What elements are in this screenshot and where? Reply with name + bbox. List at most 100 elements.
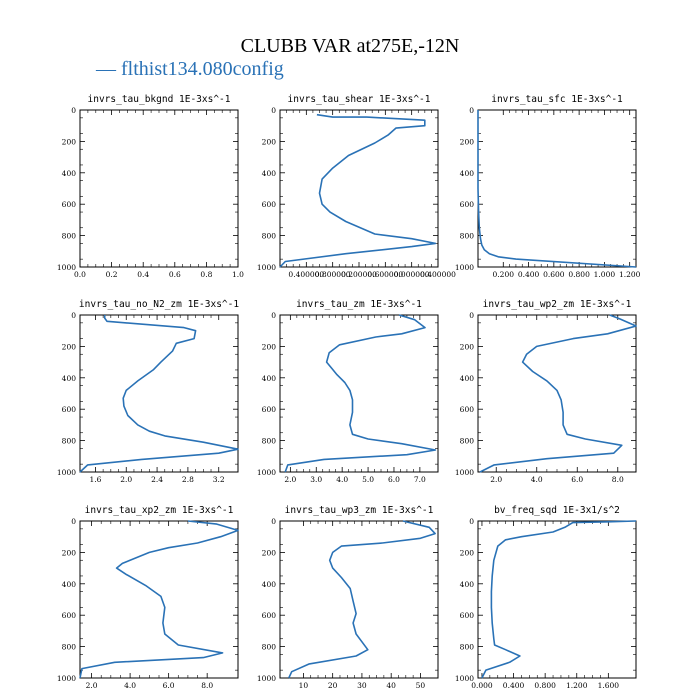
x-tick-label: 0.600000: [367, 270, 403, 279]
y-tick-label: 800: [62, 643, 77, 652]
x-tick-label: 0.000: [471, 681, 493, 690]
y-tick-label: 800: [262, 643, 277, 652]
y-tick-label: 200: [62, 342, 77, 351]
series-line: [479, 314, 637, 473]
plot-frame: [477, 109, 637, 268]
x-tick-label: 1.0: [232, 270, 244, 279]
subplot-8: invrs_tau_wp3_zm 1E-3xs^-1 0 200 400 600 800 1…: [257, 505, 439, 690]
x-tick-label: 1.600: [598, 681, 620, 690]
x-tick-label: 0.4: [137, 270, 149, 279]
x-tick-label: 0.6: [169, 270, 181, 279]
x-tick-label: 2.0: [284, 475, 296, 484]
y-tick-label: 600: [460, 200, 475, 209]
x-tick-label: 0.400000: [288, 270, 324, 279]
y-tick-label: 600: [262, 405, 277, 414]
subplot-1: invrs_tau_bkgnd 1E-3xs^-1 0 200 400 600 800 10…: [57, 94, 244, 279]
legend-line-marker: —: [96, 58, 116, 80]
y-tick-label: 200: [262, 548, 277, 557]
x-tick-label: 40: [386, 681, 396, 690]
y-tick-label: 0: [71, 311, 76, 320]
x-tick-label: 0.400000: [420, 270, 456, 279]
y-tick-label: 800: [460, 232, 475, 241]
y-tick-label: 0: [271, 517, 276, 526]
x-tick-label: 20: [328, 681, 338, 690]
subplot-title: invrs_tau_wp3_zm 1E-3xs^-1: [285, 505, 434, 516]
y-tick-label: 600: [62, 405, 77, 414]
y-tick-label: 400: [460, 169, 475, 178]
x-tick-label: 7.0: [414, 475, 426, 484]
y-tick-label: 200: [62, 137, 77, 146]
subplot-5: invrs_tau_zm 1E-3xs^-1 0 200 400 600 800 1000 2…: [257, 299, 439, 484]
y-tick-label: 600: [262, 200, 277, 209]
y-tick-label: 400: [62, 374, 77, 383]
x-tick-label: 8.0: [201, 681, 213, 690]
x-tick-label: 0.800: [534, 681, 556, 690]
y-tick-label: 400: [62, 580, 77, 589]
y-tick-label: 1000: [257, 468, 276, 477]
subplot-title: invrs_tau_zm 1E-3xs^-1: [296, 299, 422, 310]
x-tick-label: 3.0: [310, 475, 322, 484]
subplot-title: invrs_tau_xp2_zm 1E-3xs^-1: [85, 505, 234, 516]
y-tick-label: 800: [460, 437, 475, 446]
series-line: [79, 315, 239, 473]
y-tick-label: 0: [469, 106, 474, 115]
subplot-title: invrs_tau_wp2_zm 1E-3xs^-1: [483, 299, 632, 310]
y-tick-label: 600: [62, 611, 77, 620]
x-tick-label: 2.8: [182, 475, 194, 484]
y-tick-label: 400: [262, 374, 277, 383]
plot-frame: [279, 314, 439, 473]
subplot-title: invrs_tau_no_N2_zm 1E-3xs^-1: [79, 299, 239, 310]
y-tick-label: 400: [460, 580, 475, 589]
subplot-title: invrs_tau_bkgnd 1E-3xs^-1: [88, 94, 231, 105]
y-tick-label: 800: [460, 643, 475, 652]
plot-frame: [279, 520, 439, 679]
series-line: [279, 113, 437, 268]
plot-frame: [79, 109, 239, 268]
legend-label: flthist134.080config: [121, 58, 284, 80]
y-tick-label: 0: [469, 517, 474, 526]
series-line: [79, 520, 239, 679]
y-tick-label: 400: [262, 169, 277, 178]
plot-frame: [79, 314, 239, 473]
y-tick-label: 800: [262, 232, 277, 241]
x-tick-label: 10: [299, 681, 309, 690]
x-tick-label: 2.0: [120, 475, 132, 484]
plot-frame: [477, 314, 637, 473]
y-tick-label: 200: [460, 342, 475, 351]
x-tick-label: 4.0: [336, 475, 348, 484]
x-tick-label: 5.0: [362, 475, 374, 484]
y-tick-label: 800: [62, 437, 77, 446]
x-tick-label: 0.200: [493, 270, 515, 279]
y-tick-label: 200: [262, 137, 277, 146]
x-tick-label: 30: [357, 681, 367, 690]
y-tick-label: 1000: [455, 674, 474, 683]
y-tick-label: 600: [262, 611, 277, 620]
y-tick-label: 0: [469, 311, 474, 320]
y-tick-label: 0: [271, 106, 276, 115]
x-tick-label: 6.0: [571, 475, 583, 484]
legend: — flthist134.080config: [96, 56, 284, 82]
subplot-3: invrs_tau_sfc 1E-3xs^-1 0 200 400 600 800 1000…: [455, 94, 641, 279]
subplot-7: invrs_tau_xp2_zm 1E-3xs^-1 0 200 400 600 800 1…: [57, 505, 239, 690]
y-tick-label: 200: [262, 342, 277, 351]
plot-frame: [279, 109, 439, 268]
y-tick-label: 1000: [57, 674, 76, 683]
y-tick-label: 600: [460, 405, 475, 414]
x-tick-label: 0.000000: [394, 270, 430, 279]
y-tick-label: 0: [71, 517, 76, 526]
x-tick-label: 0.2: [106, 270, 118, 279]
y-tick-label: 600: [62, 200, 77, 209]
y-tick-label: 1000: [455, 263, 474, 272]
y-tick-label: 1000: [455, 468, 474, 477]
x-tick-label: 50: [416, 681, 426, 690]
subplot-4: invrs_tau_no_N2_zm 1E-3xs^-10 200 400 600 80…: [57, 299, 239, 484]
subplot-9: bv_freq_sqd 1E-3x1/s^2020040060080010000…: [455, 505, 637, 690]
x-tick-label: 0.0: [74, 270, 86, 279]
y-tick-label: 600: [460, 611, 475, 620]
subplot-title: invrs_tau_shear 1E-3xs^-1: [288, 94, 431, 105]
x-tick-label: 1.200: [619, 270, 641, 279]
x-tick-label: 1.000: [594, 270, 616, 279]
y-tick-label: 1000: [57, 468, 76, 477]
series-line: [288, 520, 436, 679]
series-line: [477, 110, 637, 268]
